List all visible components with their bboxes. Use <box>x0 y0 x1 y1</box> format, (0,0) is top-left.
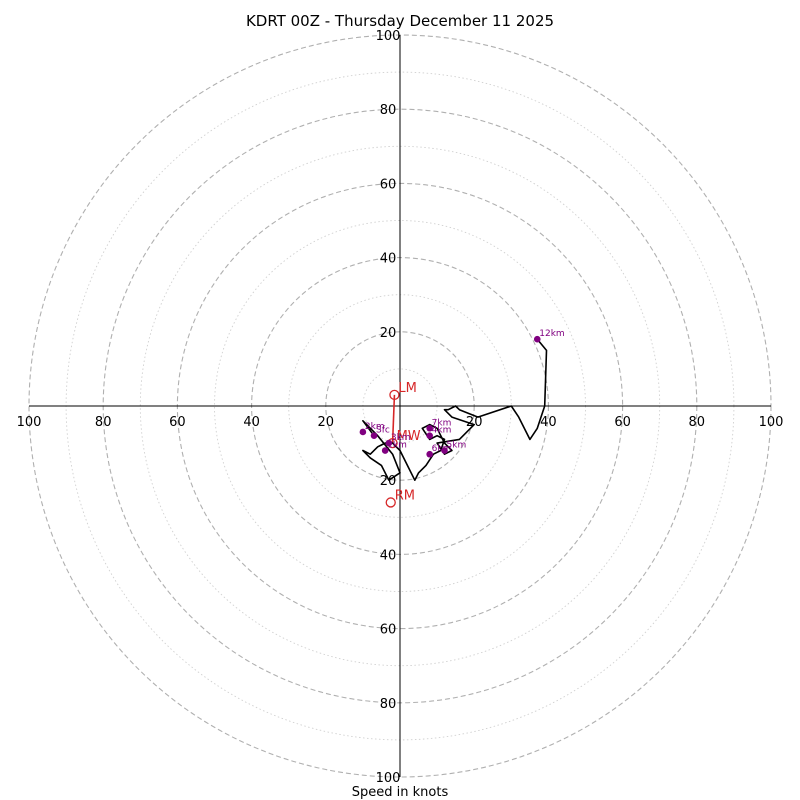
x-tick-label: 80 <box>95 415 112 430</box>
height-marker-label: Sfc <box>376 426 390 436</box>
y-tick-label: 80 <box>380 697 397 712</box>
height-marker-label: 7km <box>432 418 452 428</box>
storm-motion-marker <box>385 497 396 508</box>
height-marker-label: 4km <box>432 426 452 436</box>
y-tick-label: 40 <box>380 548 397 563</box>
storm-motion-vector <box>391 394 396 444</box>
storm-motion-label: RM <box>395 488 415 503</box>
storm-motion-label: LM <box>398 381 416 396</box>
height-marker <box>426 424 433 432</box>
y-tick-label: 60 <box>380 623 397 638</box>
storm-motion-label: MW <box>397 429 421 444</box>
x-tick-label: 40 <box>540 415 557 430</box>
y-tick-label: 100 <box>376 771 401 786</box>
x-tick-label: 40 <box>243 415 260 430</box>
tick-labels: 100 80 60 40 20 20 40 60 80 100100806040202040608… <box>17 29 784 786</box>
height-marker <box>370 432 378 439</box>
x-tick-label: 100 <box>17 415 42 430</box>
height-marker <box>426 432 433 439</box>
x-axis-label: Speed in knots <box>352 785 449 800</box>
hodograph-trace-group <box>362 338 548 482</box>
height-marker <box>385 439 393 447</box>
storm-motion-vectors: LM MW RM <box>385 381 421 508</box>
height-marker-label: 12km <box>539 329 564 339</box>
y-tick-label: 40 <box>380 252 397 267</box>
x-tick-label: 20 <box>318 415 335 430</box>
y-tick-label: 60 <box>380 177 397 192</box>
height-marker <box>359 428 367 436</box>
height-marker-label: 5km <box>447 441 467 451</box>
storm-motion-marker <box>389 389 400 401</box>
chart-title: KDRT 00Z - Thursday December 11 2025 <box>246 12 554 30</box>
height-marker-label: 2km <box>365 422 385 432</box>
axes <box>29 35 771 777</box>
x-tick-label: 100 <box>759 415 784 430</box>
height-marker <box>533 335 541 343</box>
x-tick-label: 20 <box>466 415 483 430</box>
y-tick-label: 20 <box>380 326 397 341</box>
x-tick-label: 60 <box>169 415 186 430</box>
height-marker <box>441 447 448 454</box>
height-marker-label: 3km <box>391 433 411 443</box>
height-marker-label: 1km <box>387 441 407 451</box>
x-tick-label: 80 <box>689 415 706 430</box>
x-tick-label: 60 <box>614 415 631 430</box>
height-marker <box>381 447 389 454</box>
height-marker <box>426 450 433 458</box>
y-tick-label: 80 <box>380 103 397 118</box>
hodograph-trace <box>362 338 548 482</box>
y-tick-label: 100 <box>376 29 401 44</box>
height-marker-label: 6km <box>432 444 452 454</box>
